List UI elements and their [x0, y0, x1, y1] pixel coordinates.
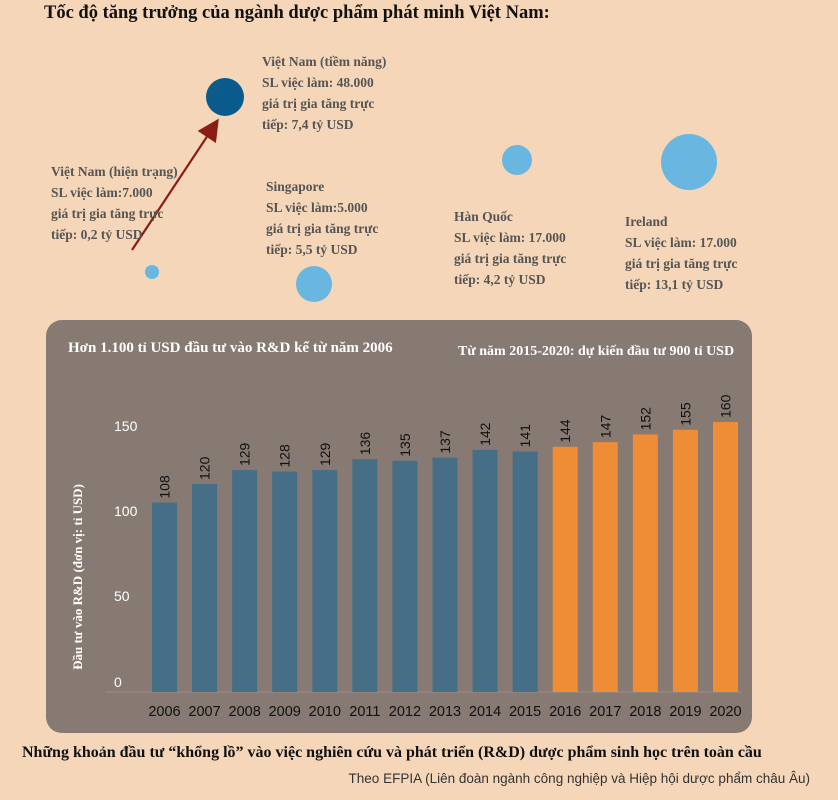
- x-tick-label: 2014: [469, 704, 501, 720]
- bar: [472, 449, 498, 692]
- bar-value-label: 120: [197, 456, 213, 480]
- bubble-vietnam-potential: [206, 78, 244, 116]
- x-tick-label: 2007: [188, 704, 220, 720]
- country-label: Singapore: [266, 179, 325, 194]
- x-tick-label: 2013: [429, 704, 461, 720]
- y-axis-label: Đầu tư vào R&D (đơn vị: tỉ USD): [70, 484, 85, 670]
- panel-title: Hơn 1.100 tỉ USD đầu tư vào R&D kể từ nă…: [68, 340, 393, 356]
- bar: [152, 502, 177, 692]
- bar: [632, 434, 658, 692]
- jobs-label: SL việc làm:5.000: [266, 200, 368, 215]
- footer-title: Những khoản đầu tư “khổng lồ” vào việc n…: [22, 744, 762, 761]
- y-tick-label: 150: [114, 418, 138, 434]
- bar: [272, 471, 298, 692]
- value-label: giá trị gia tăng trực: [266, 221, 379, 236]
- bar: [672, 429, 698, 692]
- bar-value-label: 141: [517, 424, 533, 448]
- value-label: giá trị gia tăng trực: [262, 96, 375, 111]
- bar-value-label: 137: [437, 430, 453, 454]
- value-label: giá trị gia tăng trực: [454, 251, 567, 266]
- bar: [432, 457, 458, 692]
- info-vietnam-potential: Việt Nam (tiềm năng) SL việc làm: 48.000…: [262, 51, 386, 135]
- bar-value-label: 108: [157, 475, 173, 499]
- bar-value-label: 142: [477, 422, 493, 446]
- bubble-vietnam-current: [145, 265, 159, 279]
- x-tick-label: 2019: [669, 704, 701, 720]
- info-han-quoc: Hàn Quốc SL việc làm: 17.000 giá trị gia…: [454, 206, 566, 290]
- footer-source: Theo EFPIA (Liên đoàn ngành công nghiệp …: [348, 771, 810, 786]
- x-tick-label: 2006: [148, 704, 180, 720]
- country-label: Hàn Quốc: [454, 209, 513, 224]
- x-tick-label: 2020: [709, 704, 741, 720]
- bar: [592, 442, 618, 692]
- x-tick-label: 2009: [269, 704, 301, 720]
- x-tick-label: 2018: [629, 704, 661, 720]
- x-tick-label: 2012: [389, 704, 421, 720]
- value-label: giá trị gia tăng trực: [51, 206, 164, 221]
- country-label: Việt Nam (tiềm năng): [262, 54, 387, 69]
- bubble-ireland: [661, 134, 717, 190]
- info-ireland: Ireland SL việc làm: 17.000 giá trị gia …: [625, 211, 737, 295]
- value-label: tiếp: 0,2 tỷ USD: [51, 227, 143, 242]
- bar: [232, 470, 258, 692]
- bar: [392, 460, 418, 692]
- jobs-label: SL việc làm: 17.000: [625, 235, 737, 250]
- bar-value-label: 147: [597, 415, 613, 439]
- value-label: tiếp: 13,1 tỷ USD: [625, 277, 724, 292]
- info-singapore: Singapore SL việc làm:5.000 giá trị gia …: [266, 176, 378, 260]
- bar-value-label: 128: [277, 444, 293, 468]
- bar: [192, 484, 218, 692]
- bar: [552, 446, 578, 692]
- bar: [312, 470, 338, 692]
- jobs-label: SL việc làm: 48.000: [262, 75, 374, 90]
- x-tick-label: 2016: [549, 704, 581, 720]
- country-label: Việt Nam (hiện trạng): [51, 164, 178, 179]
- bar-value-label: 152: [637, 407, 653, 431]
- bar-value-label: 136: [357, 432, 373, 456]
- info-vietnam-current: Việt Nam (hiện trạng) SL việc làm:7.000 …: [51, 161, 178, 245]
- bar: [712, 422, 738, 692]
- x-tick-label: 2017: [589, 704, 621, 720]
- y-tick-label: 50: [114, 588, 130, 604]
- x-tick-label: 2015: [509, 704, 541, 720]
- x-tick-label: 2008: [229, 704, 261, 720]
- bubble-singapore: [296, 266, 332, 302]
- panel-subtitle: Từ năm 2015-2020: dự kiến đầu tư 900 tỉ …: [458, 344, 735, 359]
- y-tick-label: 100: [114, 503, 138, 519]
- page-title: Tốc độ tăng trưởng của ngành dược phẩm p…: [44, 3, 550, 23]
- bar-value-label: 160: [717, 394, 733, 418]
- bar-value-label: 129: [237, 442, 253, 466]
- bar-value-label: 155: [677, 402, 693, 426]
- bar-value-label: 129: [317, 442, 333, 466]
- y-tick-label: 0: [114, 674, 122, 690]
- bubble-han-quoc: [502, 145, 532, 175]
- jobs-label: SL việc làm:7.000: [51, 185, 153, 200]
- value-label: tiếp: 5,5 tỷ USD: [266, 242, 358, 257]
- country-label: Ireland: [625, 214, 668, 229]
- x-tick-label: 2010: [309, 704, 341, 720]
- jobs-label: SL việc làm: 17.000: [454, 230, 566, 245]
- bar: [352, 459, 378, 692]
- value-label: tiếp: 4,2 tỷ USD: [454, 272, 546, 287]
- bar: [512, 451, 538, 692]
- value-label: tiếp: 7,4 tỷ USD: [262, 117, 354, 132]
- value-label: giá trị gia tăng trực: [625, 256, 738, 271]
- bar-value-label: 135: [397, 433, 413, 457]
- x-tick-label: 2011: [349, 704, 380, 720]
- bar-value-label: 144: [557, 419, 573, 443]
